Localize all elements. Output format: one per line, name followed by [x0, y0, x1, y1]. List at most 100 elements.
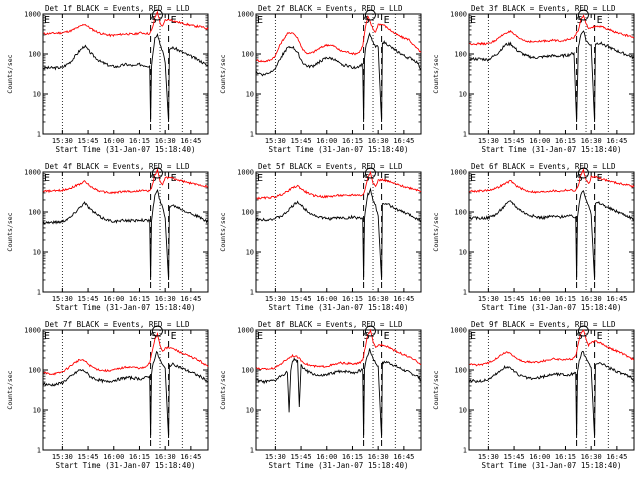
peak-circle-marker	[578, 9, 589, 21]
lld-series-line	[256, 328, 422, 371]
x-tick-label: 15:45	[78, 137, 99, 145]
x-axis-label: Start Time (31-Jan-07 15:18:40)	[482, 145, 622, 154]
y-tick-label: 1	[463, 131, 467, 139]
x-tick-label: 15:30	[52, 137, 73, 145]
events-series-line	[469, 190, 635, 281]
y-tick-label: 100	[454, 367, 467, 375]
x-tick-label: 16:30	[368, 453, 389, 461]
peak-circle-marker	[578, 325, 589, 337]
x-tick-label: 16:15	[555, 295, 576, 303]
interval-marker-label: E	[470, 331, 476, 342]
y-tick-label: 1000	[450, 11, 467, 19]
x-tick-label: 16:15	[129, 137, 150, 145]
events-series-line	[43, 188, 209, 281]
peak-circle-marker	[578, 167, 589, 179]
y-axis-label: Counts/sec	[6, 370, 14, 409]
peak-circle-marker	[152, 167, 163, 179]
x-tick-label: 15:45	[291, 453, 312, 461]
y-tick-label: 1	[37, 447, 41, 455]
x-axis-label: Start Time (31-Jan-07 15:18:40)	[482, 461, 622, 470]
x-tick-label: 16:00	[316, 295, 337, 303]
interval-marker-label: E	[44, 331, 50, 342]
plot-frame	[42, 171, 209, 293]
y-tick-label: 1	[463, 289, 467, 297]
interval-marker-label: E	[44, 15, 50, 26]
interval-marker-label: S	[364, 331, 370, 342]
x-axis-label: Start Time (31-Jan-07 15:18:40)	[482, 303, 622, 312]
interval-marker-label: E	[597, 15, 603, 26]
x-tick-label: 16:00	[529, 453, 550, 461]
x-axis-label: Start Time (31-Jan-07 15:18:40)	[56, 461, 196, 470]
y-tick-label: 100	[241, 367, 254, 375]
y-tick-label: 1000	[450, 169, 467, 177]
x-tick-label: 16:15	[129, 453, 150, 461]
x-tick-label: 16:45	[180, 453, 201, 461]
y-axis-label: Counts/sec	[6, 54, 14, 93]
interval-marker-label: S	[577, 15, 583, 26]
lld-series-line	[469, 14, 635, 46]
x-tick-label: 15:30	[52, 295, 73, 303]
interval-marker-label: S	[151, 15, 157, 26]
panel-title: Det 1f BLACK = Events, RED = LLD	[45, 4, 190, 13]
y-tick-label: 1	[463, 447, 467, 455]
y-axis-label: Counts/sec	[219, 212, 227, 251]
x-tick-label: 16:45	[606, 453, 627, 461]
plot-frame	[255, 329, 422, 451]
x-axis-label: Start Time (31-Jan-07 15:18:40)	[56, 145, 196, 154]
y-tick-label: 1	[37, 289, 41, 297]
events-series-line	[256, 187, 422, 281]
x-tick-label: 16:30	[155, 137, 176, 145]
y-tick-label: 10	[459, 407, 467, 415]
x-tick-label: 16:30	[368, 295, 389, 303]
x-axis-label: Start Time (31-Jan-07 15:18:40)	[56, 303, 196, 312]
panel-1: Det 1f BLACK = Events, RED = LLD 1 10 100 10…	[6, 4, 209, 154]
lld-series-line	[469, 168, 635, 194]
interval-marker-label: E	[44, 173, 50, 184]
x-tick-label: 16:30	[581, 453, 602, 461]
interval-marker-label: E	[257, 15, 263, 26]
x-tick-label: 16:00	[103, 295, 124, 303]
interval-marker-label: E	[384, 15, 390, 26]
x-tick-label: 16:45	[393, 453, 414, 461]
y-tick-label: 1000	[24, 169, 41, 177]
y-axis-label: Counts/sec	[432, 54, 440, 93]
y-tick-label: 10	[246, 91, 254, 99]
plot-frame	[468, 329, 635, 451]
panel-5: Det 5f BLACK = Events, RED = LLD 1 10 100 10…	[219, 162, 422, 312]
interval-marker-label: E	[171, 331, 177, 342]
x-tick-label: 15:45	[504, 137, 525, 145]
lld-series-line	[43, 10, 209, 38]
x-tick-label: 16:00	[103, 137, 124, 145]
x-tick-label: 15:45	[78, 453, 99, 461]
interval-marker-label: E	[171, 15, 177, 26]
x-tick-label: 16:45	[393, 295, 414, 303]
events-series-line	[469, 350, 635, 439]
y-tick-label: 1000	[24, 327, 41, 335]
x-tick-label: 15:30	[265, 295, 286, 303]
events-series-line	[469, 30, 635, 123]
y-tick-label: 100	[454, 209, 467, 217]
x-tick-label: 16:30	[368, 137, 389, 145]
y-axis-label: Counts/sec	[219, 370, 227, 409]
y-tick-label: 100	[241, 209, 254, 217]
interval-marker-label: E	[470, 15, 476, 26]
y-tick-label: 10	[246, 249, 254, 257]
x-tick-label: 15:45	[504, 453, 525, 461]
panel-title: Det 4f BLACK = Events, RED = LLD	[45, 162, 190, 171]
y-tick-label: 1	[250, 289, 254, 297]
x-tick-label: 15:30	[478, 295, 499, 303]
x-tick-label: 16:15	[342, 295, 363, 303]
plot-frame	[42, 329, 209, 451]
y-tick-label: 100	[454, 51, 467, 59]
y-axis-label: Counts/sec	[219, 54, 227, 93]
x-tick-label: 16:15	[342, 453, 363, 461]
plot-frame	[468, 171, 635, 293]
x-tick-label: 16:45	[393, 137, 414, 145]
x-tick-label: 16:30	[155, 453, 176, 461]
interval-marker-label: E	[470, 173, 476, 184]
x-axis-label: Start Time (31-Jan-07 15:18:40)	[269, 461, 409, 470]
x-tick-label: 15:30	[478, 137, 499, 145]
lld-series-line	[469, 329, 635, 367]
y-tick-label: 100	[241, 51, 254, 59]
interval-marker-label: S	[151, 331, 157, 342]
